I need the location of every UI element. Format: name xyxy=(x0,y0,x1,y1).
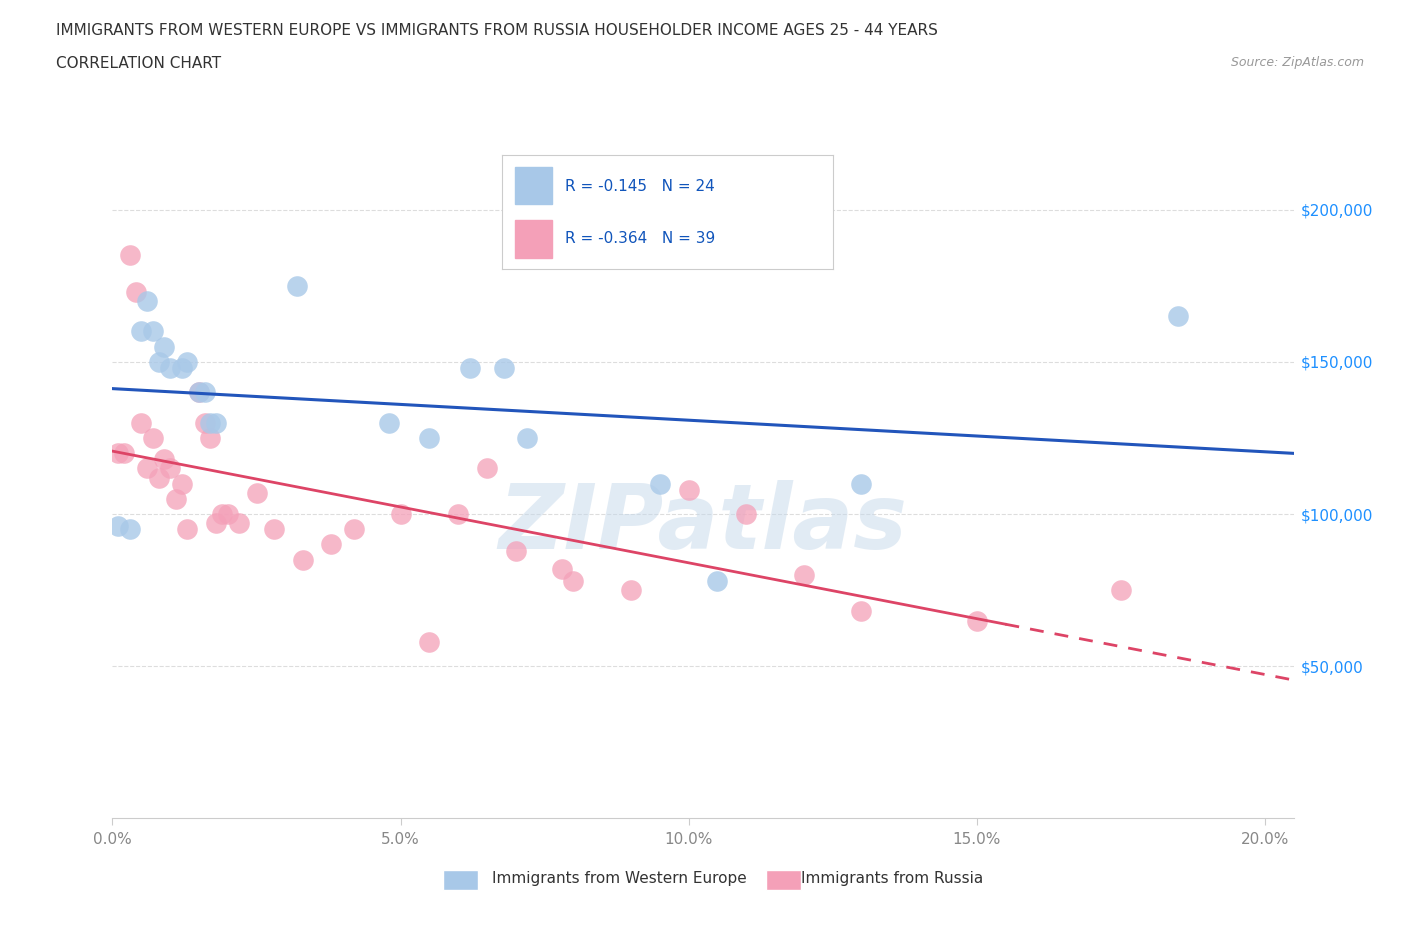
Point xyxy=(194,385,217,400)
Point xyxy=(176,354,198,369)
Point xyxy=(136,461,159,476)
Point xyxy=(228,516,250,531)
Point xyxy=(245,485,267,500)
Point xyxy=(418,634,440,649)
Text: ZIPatlas: ZIPatlas xyxy=(499,480,907,568)
Point xyxy=(263,522,285,537)
Point xyxy=(389,507,412,522)
Point xyxy=(447,507,470,522)
Point xyxy=(142,324,165,339)
Point xyxy=(966,613,988,628)
Point xyxy=(516,431,538,445)
Point xyxy=(851,604,873,618)
Point xyxy=(187,385,209,400)
Point xyxy=(418,431,440,445)
Point xyxy=(176,522,198,537)
Point xyxy=(378,416,401,431)
Text: Immigrants from Russia: Immigrants from Russia xyxy=(801,871,984,886)
Point xyxy=(187,385,209,400)
Text: IMMIGRANTS FROM WESTERN EUROPE VS IMMIGRANTS FROM RUSSIA HOUSEHOLDER INCOME AGES: IMMIGRANTS FROM WESTERN EUROPE VS IMMIGR… xyxy=(56,23,938,38)
Point xyxy=(205,416,228,431)
Point xyxy=(153,452,176,467)
Point xyxy=(648,476,671,491)
Point xyxy=(136,294,159,309)
Point xyxy=(505,543,527,558)
Point xyxy=(170,361,193,376)
Point xyxy=(107,445,129,460)
Point xyxy=(165,491,187,506)
Point xyxy=(291,552,314,567)
Point xyxy=(1109,583,1132,598)
Point xyxy=(129,324,152,339)
Point xyxy=(107,519,129,534)
Point xyxy=(112,445,135,460)
Text: Immigrants from Western Europe: Immigrants from Western Europe xyxy=(492,871,747,886)
Point xyxy=(735,507,758,522)
Point xyxy=(124,285,146,299)
Point xyxy=(321,537,343,551)
Point xyxy=(148,354,170,369)
Point xyxy=(153,339,176,354)
Point xyxy=(851,476,873,491)
Point xyxy=(285,278,308,293)
Point xyxy=(678,483,700,498)
Point xyxy=(148,470,170,485)
Point xyxy=(159,461,181,476)
Point xyxy=(118,248,141,263)
Point xyxy=(129,416,152,431)
Point xyxy=(118,522,141,537)
Point xyxy=(343,522,366,537)
Point xyxy=(475,461,498,476)
Point xyxy=(793,567,815,582)
Point xyxy=(706,574,728,589)
Point xyxy=(458,361,481,376)
Point xyxy=(159,361,181,376)
Point xyxy=(170,476,193,491)
Point xyxy=(562,574,585,589)
Point xyxy=(620,583,643,598)
Text: CORRELATION CHART: CORRELATION CHART xyxy=(56,56,221,71)
Point xyxy=(194,416,217,431)
Point xyxy=(142,431,165,445)
Point xyxy=(494,361,516,376)
Point xyxy=(205,516,228,531)
Point xyxy=(200,431,222,445)
Point xyxy=(551,562,574,577)
Point xyxy=(211,507,233,522)
Point xyxy=(217,507,239,522)
Text: Source: ZipAtlas.com: Source: ZipAtlas.com xyxy=(1230,56,1364,69)
Point xyxy=(200,416,222,431)
Point xyxy=(1167,309,1189,324)
